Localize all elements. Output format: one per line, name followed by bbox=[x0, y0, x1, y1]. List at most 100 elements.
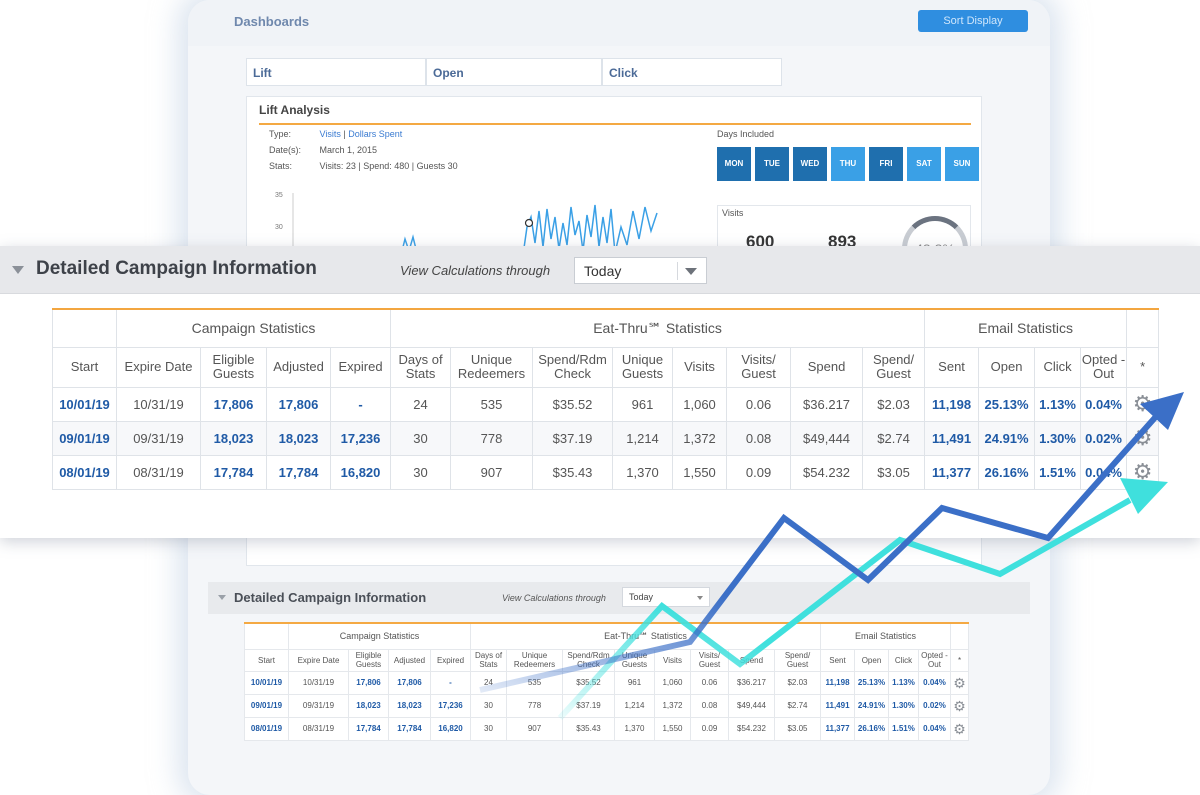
column-spend-rdm-check[interactable]: Spend/Rdm Check bbox=[532, 346, 614, 388]
column-spend[interactable]: Spend bbox=[790, 346, 864, 388]
background-title: Dashboards bbox=[234, 14, 310, 29]
cell-unique-guests: 1,370 bbox=[612, 454, 674, 490]
small-cell-click: 1.30% bbox=[888, 693, 919, 718]
cell-spend-rdm-check: $37.19 bbox=[532, 420, 614, 456]
lift-dates-row: Date(s): March 1, 2015 bbox=[269, 145, 377, 155]
small-column-spend[interactable]: Spend bbox=[728, 648, 775, 672]
small-cell-start[interactable]: 09/01/19 bbox=[244, 693, 289, 718]
small-cell-open: 24.91% bbox=[854, 693, 889, 718]
small-cell-spend-guest: $2.03 bbox=[774, 670, 821, 695]
small-column-eligible-guests[interactable]: Eligible Guests bbox=[348, 648, 389, 672]
small-column-click[interactable]: Click bbox=[888, 648, 919, 672]
group-blank-0 bbox=[52, 308, 117, 348]
small-gear-icon[interactable]: ⚙ bbox=[953, 674, 966, 691]
small-column-adjusted[interactable]: Adjusted bbox=[388, 648, 431, 672]
tab-click[interactable]: Click bbox=[602, 58, 782, 86]
small-column-sent[interactable]: Sent bbox=[820, 648, 855, 672]
small-column-open[interactable]: Open bbox=[854, 648, 889, 672]
small-collapse-triangle-icon[interactable] bbox=[218, 595, 226, 600]
day-sun[interactable]: SUN bbox=[945, 147, 979, 181]
small-period-select[interactable]: Today bbox=[622, 587, 710, 607]
column-expired[interactable]: Expired bbox=[329, 346, 392, 388]
small-column-expire-date[interactable]: Expire Date bbox=[288, 648, 349, 672]
column-expire-date[interactable]: Expire Date bbox=[116, 346, 201, 388]
day-sat[interactable]: SAT bbox=[907, 147, 941, 181]
column-adjusted[interactable]: Adjusted bbox=[266, 346, 331, 388]
small-cell-unique-redeemers: 778 bbox=[506, 693, 563, 718]
small-column-spend-guest[interactable]: Spend/ Guest bbox=[774, 648, 821, 672]
small-gear-icon[interactable]: ⚙ bbox=[953, 720, 966, 737]
small-column-spend-rdm-check[interactable]: Spend/Rdm Check bbox=[562, 648, 615, 672]
cell-start[interactable]: 08/01/19 bbox=[52, 454, 117, 490]
collapse-triangle-icon[interactable] bbox=[12, 266, 24, 274]
small-row-settings[interactable]: ⚙ bbox=[950, 693, 969, 718]
column-star[interactable]: * bbox=[1126, 346, 1160, 388]
cell-visits: 1,550 bbox=[672, 454, 728, 490]
column-visits-guest[interactable]: Visits/ Guest bbox=[726, 346, 792, 388]
cell-click: 1.51% bbox=[1034, 454, 1082, 490]
small-gear-icon[interactable]: ⚙ bbox=[953, 697, 966, 714]
day-fri[interactable]: FRI bbox=[869, 147, 903, 181]
small-row-settings[interactable]: ⚙ bbox=[950, 716, 969, 741]
cell-unique-redeemers: 535 bbox=[450, 386, 534, 422]
small-cell-unique-guests: 1,370 bbox=[614, 716, 655, 741]
small-cell-start[interactable]: 10/01/19 bbox=[244, 670, 289, 695]
cell-start[interactable]: 09/01/19 bbox=[52, 420, 117, 456]
small-column-start[interactable]: Start bbox=[244, 648, 289, 672]
small-cell-click: 1.13% bbox=[888, 670, 919, 695]
column-eligible-guests[interactable]: Eligible Guests bbox=[200, 346, 267, 388]
small-cell-days-of-stats: 24 bbox=[470, 670, 507, 695]
column-open[interactable]: Open bbox=[978, 346, 1036, 388]
column-start[interactable]: Start bbox=[52, 346, 117, 388]
small-cell-days-of-stats: 30 bbox=[470, 693, 507, 718]
background-topbar: Dashboards Sort Display bbox=[188, 0, 1050, 46]
cell-unique-redeemers: 907 bbox=[450, 454, 534, 490]
day-tue[interactable]: TUE bbox=[755, 147, 789, 181]
gear-icon[interactable]: ⚙ bbox=[1132, 459, 1153, 484]
background-sort-button[interactable]: Sort Display bbox=[918, 10, 1028, 32]
column-unique-redeemers[interactable]: Unique Redeemers bbox=[450, 346, 534, 388]
column-visits[interactable]: Visits bbox=[672, 346, 728, 388]
row-settings[interactable]: ⚙ bbox=[1126, 420, 1160, 456]
small-column-unique-redeemers[interactable]: Unique Redeemers bbox=[506, 648, 563, 672]
background-tabs: Lift Open Click bbox=[246, 58, 982, 86]
column-days-of-stats[interactable]: Days of Stats bbox=[390, 346, 452, 388]
row-settings[interactable]: ⚙ bbox=[1126, 386, 1160, 422]
small-row-settings[interactable]: ⚙ bbox=[950, 670, 969, 695]
small-column-visits[interactable]: Visits bbox=[654, 648, 691, 672]
small-column-visits-guest[interactable]: Visits/ Guest bbox=[690, 648, 729, 672]
small-column-opted-out[interactable]: Opted -Out bbox=[918, 648, 951, 672]
row-settings[interactable]: ⚙ bbox=[1126, 454, 1160, 490]
day-wed[interactable]: WED bbox=[793, 147, 827, 181]
gear-icon[interactable]: ⚙ bbox=[1132, 425, 1153, 450]
column-spend-guest[interactable]: Spend/ Guest bbox=[862, 346, 926, 388]
type-visits-link[interactable]: Visits bbox=[319, 129, 341, 139]
group-eat-thru-statistics: Eat-Thru℠ Statistics bbox=[390, 308, 926, 348]
small-cell-visits-guest: 0.06 bbox=[690, 670, 729, 695]
tab-lift[interactable]: Lift bbox=[246, 58, 426, 86]
small-cell-opted-out: 0.04% bbox=[918, 670, 951, 695]
cell-days-of-stats: 30 bbox=[390, 454, 452, 490]
day-mon[interactable]: MON bbox=[717, 147, 751, 181]
column-click[interactable]: Click bbox=[1034, 346, 1082, 388]
column-unique-guests[interactable]: Unique Guests bbox=[612, 346, 674, 388]
small-cell-eligible-guests: 18,023 bbox=[348, 693, 389, 718]
column-sent[interactable]: Sent bbox=[924, 346, 980, 388]
type-dollars-link[interactable]: Dollars Spent bbox=[348, 129, 403, 139]
stats-label: Stats: bbox=[269, 161, 293, 171]
day-thu[interactable]: THU bbox=[831, 147, 865, 181]
small-cell-start[interactable]: 08/01/19 bbox=[244, 716, 289, 741]
small-group-header-row: Campaign Statistics Eat-Thru℠ Statistics E… bbox=[244, 622, 969, 650]
group-email-statistics: Email Statistics bbox=[924, 308, 1128, 348]
cell-start[interactable]: 10/01/19 bbox=[52, 386, 117, 422]
calculation-period-select[interactable]: Today bbox=[574, 257, 707, 284]
small-column-unique-guests[interactable]: Unique Guests bbox=[614, 648, 655, 672]
small-column-days-of-stats[interactable]: Days of Stats bbox=[470, 648, 507, 672]
column-opted-out[interactable]: Opted -Out bbox=[1080, 346, 1128, 388]
chevron-down-icon bbox=[685, 268, 697, 275]
gear-icon[interactable]: ⚙ bbox=[1132, 391, 1153, 416]
small-column-star[interactable]: * bbox=[950, 648, 969, 672]
tab-open[interactable]: Open bbox=[426, 58, 602, 86]
small-cell-open: 26.16% bbox=[854, 716, 889, 741]
small-column-expired[interactable]: Expired bbox=[430, 648, 471, 672]
